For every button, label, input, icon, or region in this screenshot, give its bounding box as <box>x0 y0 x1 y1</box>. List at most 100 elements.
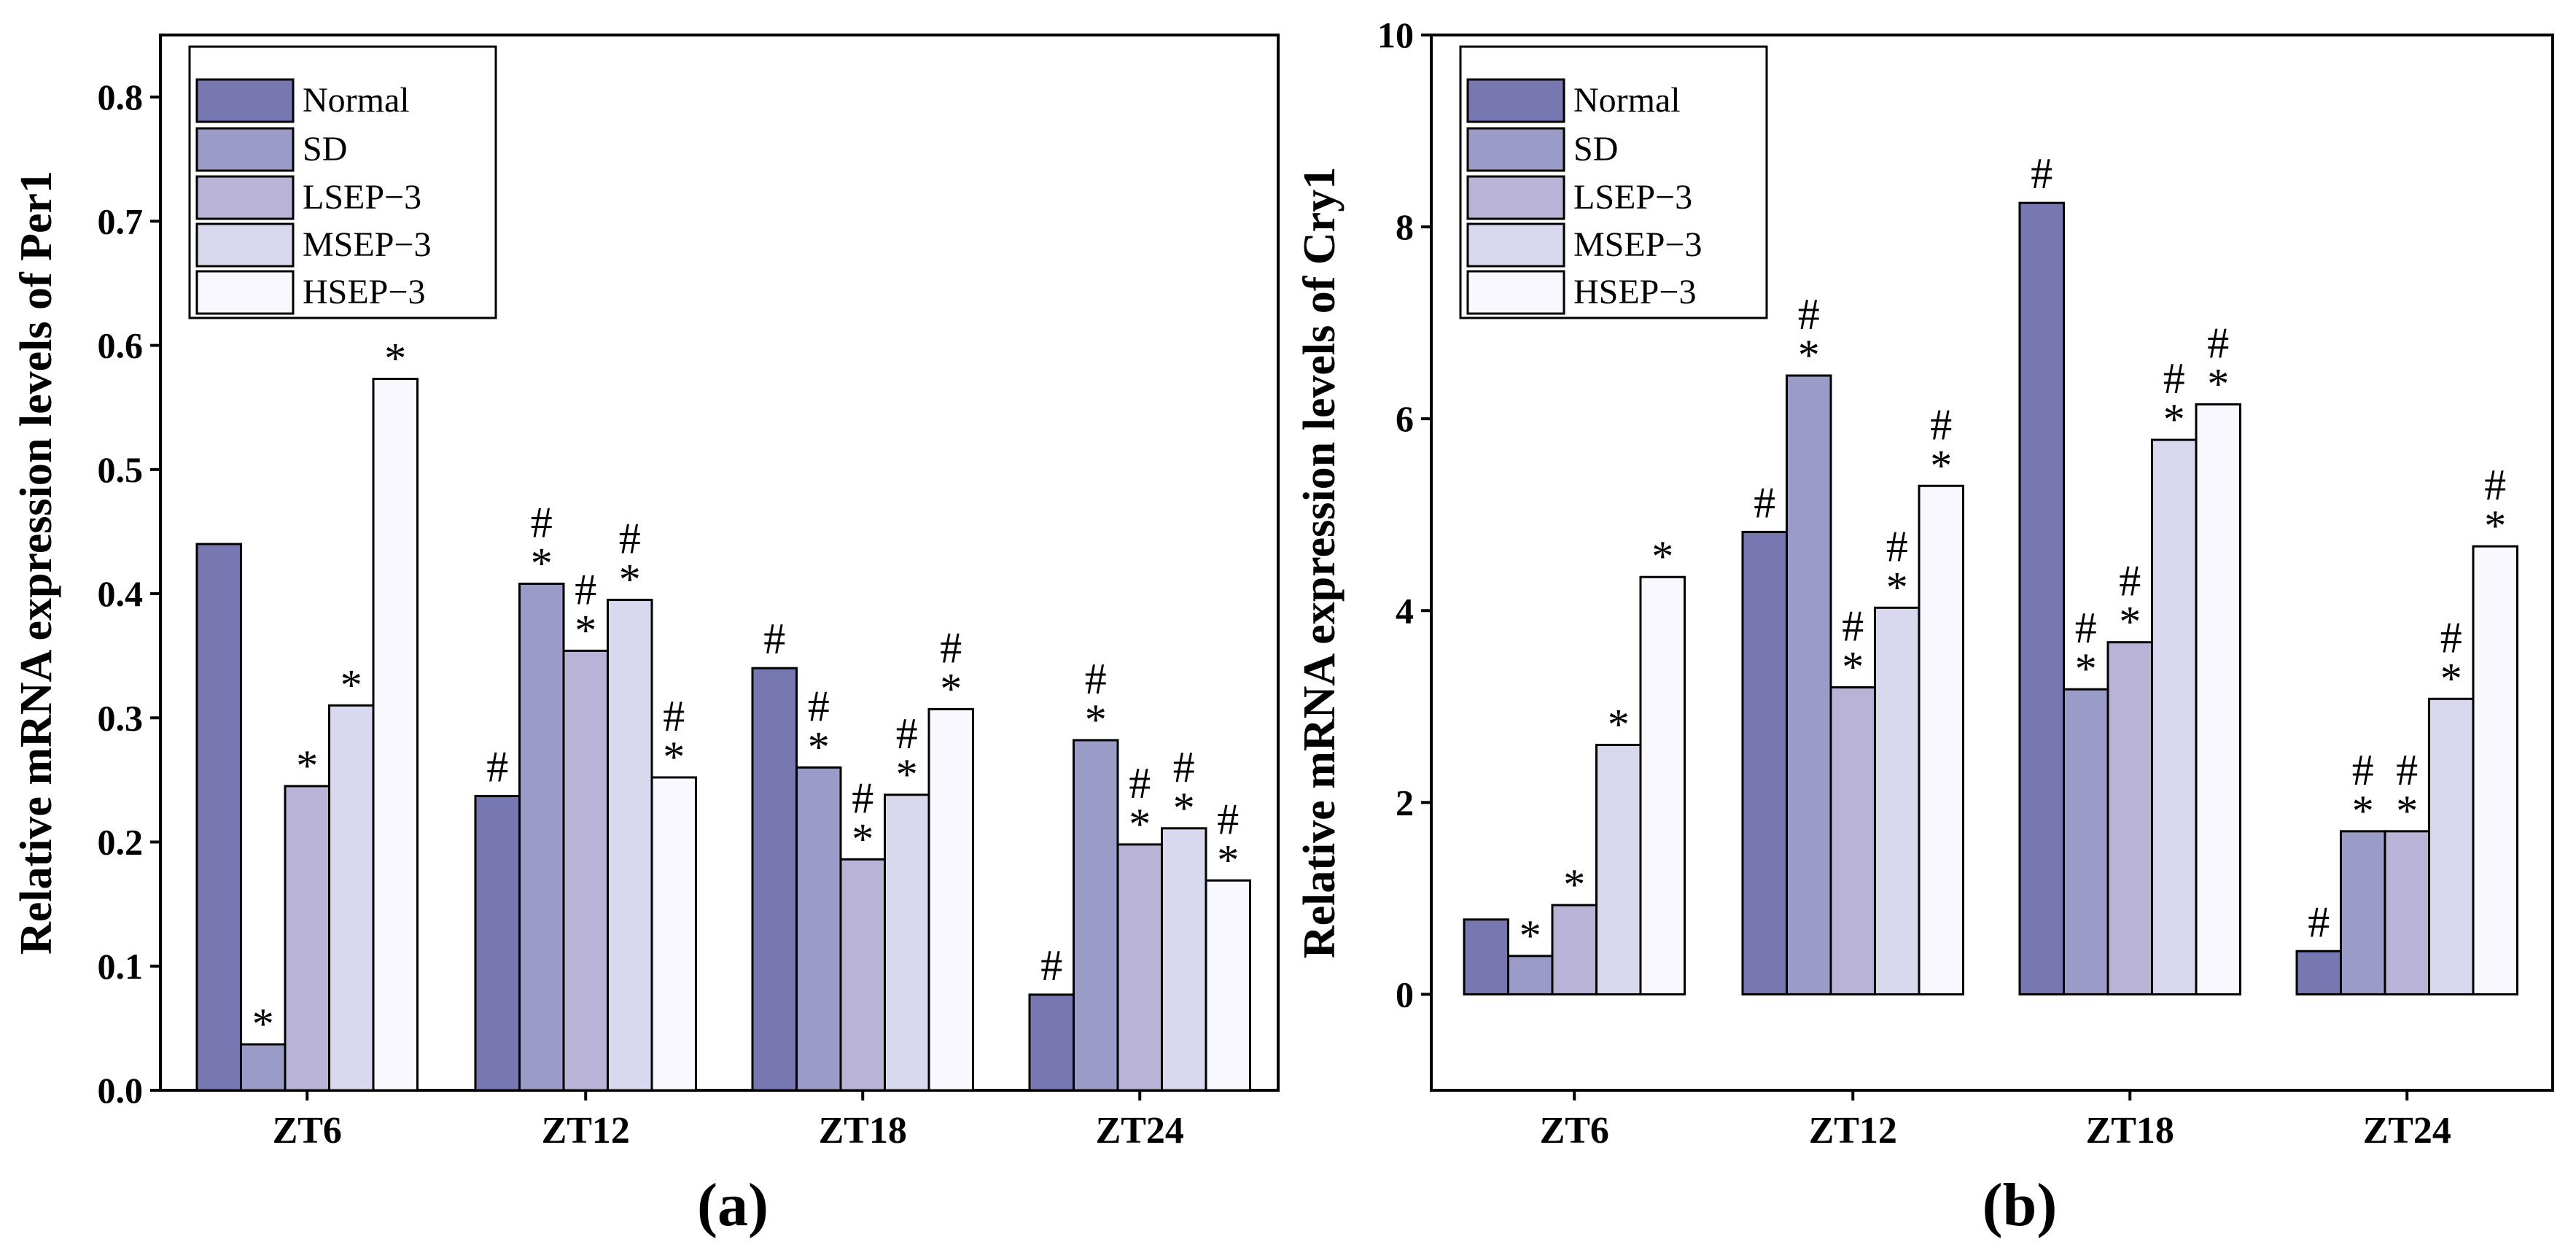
legend-swatch-hsep-3 <box>195 270 295 315</box>
bar-sd-zt12 <box>1786 374 1832 995</box>
y-tick-label: 0.0 <box>98 1070 144 1111</box>
significance-hash: # <box>1930 400 1952 449</box>
bar-lsep-3-zt18 <box>839 858 886 1092</box>
bar-msep-3-zt6 <box>1595 743 1642 995</box>
significance-hash: # <box>2163 354 2185 403</box>
bar-sd-zt18 <box>795 766 842 1092</box>
x-tick-label: ZT6 <box>1540 1110 1609 1152</box>
significance-star: * <box>808 723 830 771</box>
bar-sd-zt24 <box>1073 739 1119 1092</box>
significance-hash: # <box>2484 461 2506 509</box>
significance-star: * <box>2119 598 2141 646</box>
bar-normal-zt24 <box>1028 993 1075 1092</box>
significance-hash: # <box>2440 613 2462 661</box>
significance-star: * <box>852 815 873 863</box>
y-axis-label: Relative mRNA expression levels of Per1 <box>12 171 61 955</box>
y-axis-label: Relative mRNA expression levels of Cry1 <box>1295 167 1345 958</box>
significance-hash: # <box>1085 655 1107 703</box>
bar-normal-zt18 <box>2018 201 2065 995</box>
bar-lsep-3-zt6 <box>1551 904 1598 995</box>
legend-label-sd: SD <box>303 130 347 168</box>
significance-hash: # <box>486 743 508 791</box>
significance-hash: # <box>1886 522 1908 570</box>
bar-msep-3-zt12 <box>607 599 653 1092</box>
legend-swatch-lsep-3 <box>1466 175 1565 220</box>
significance-hash: # <box>575 565 596 613</box>
significance-hash: # <box>2207 319 2229 367</box>
significance-star: * <box>1651 532 1673 581</box>
y-tick-label: 0 <box>1396 974 1414 1014</box>
significance-star: * <box>2207 360 2229 408</box>
significance-star: * <box>1930 441 1952 489</box>
legend-swatch-hsep-3 <box>1466 270 1565 315</box>
significance-star: * <box>2440 654 2462 702</box>
significance-star: * <box>1129 800 1151 848</box>
bar-lsep-3-zt12 <box>562 649 609 1092</box>
bar-normal-zt18 <box>751 667 798 1092</box>
significance-hash: # <box>663 692 685 740</box>
bar-hsep-3-zt18 <box>927 707 974 1092</box>
significance-hash: # <box>2396 746 2418 794</box>
x-tick-label: ZT24 <box>2363 1110 2451 1152</box>
legend-swatch-normal <box>1466 78 1565 123</box>
bar-msep-3-zt18 <box>2151 438 2198 995</box>
significance-hash: # <box>1217 795 1239 843</box>
significance-hash: # <box>896 710 918 758</box>
significance-hash: # <box>531 498 553 546</box>
bar-sd-zt6 <box>1507 955 1554 995</box>
legend-swatch-msep-3 <box>195 222 295 268</box>
y-tick-label: 0.3 <box>98 697 144 738</box>
significance-star: * <box>252 1000 274 1048</box>
significance-star: * <box>341 661 362 709</box>
significance-hash: # <box>2308 898 2330 946</box>
significance-star: * <box>940 664 962 713</box>
y-tick-label: 4 <box>1396 590 1414 631</box>
y-tick-label: 2 <box>1396 782 1414 823</box>
bar-normal-zt24 <box>2295 950 2342 995</box>
panel-label: (a) <box>697 1171 768 1239</box>
bar-sd-zt24 <box>2340 830 2386 995</box>
y-tick-label: 10 <box>1377 15 1414 55</box>
y-tick-label: 0.6 <box>98 325 144 366</box>
significance-star: * <box>1085 696 1107 744</box>
panel-label: (b) <box>1982 1171 2058 1239</box>
x-tick-label: ZT18 <box>2086 1110 2174 1152</box>
y-tick-label: 0.5 <box>98 449 144 490</box>
legend-label-lsep-3: LSEP−3 <box>303 178 421 217</box>
significance-star: * <box>2163 395 2185 443</box>
legend-swatch-sd <box>1466 127 1565 172</box>
significance-star: * <box>896 750 918 799</box>
significance-hash: # <box>1173 743 1195 791</box>
bar-lsep-3-zt24 <box>2384 830 2430 995</box>
legend-label-msep-3: MSEP−3 <box>303 225 431 264</box>
bar-msep-3-zt24 <box>1161 827 1207 1092</box>
legend-swatch-msep-3 <box>1466 222 1565 268</box>
bar-hsep-3-zt6 <box>372 378 419 1092</box>
bar-normal-zt6 <box>195 543 242 1092</box>
bar-msep-3-zt18 <box>884 793 930 1092</box>
significance-hash: # <box>1754 478 1775 527</box>
significance-star: * <box>1886 563 1908 611</box>
significance-hash: # <box>1798 290 1820 338</box>
y-tick-label: 8 <box>1396 206 1414 247</box>
significance-star: * <box>531 539 553 587</box>
significance-hash: # <box>619 515 641 563</box>
y-tick-label: 0.1 <box>98 946 144 987</box>
legend: Normal SD LSEP−3 MSEP−3 HSEP−3 <box>188 45 497 319</box>
bar-lsep-3-zt6 <box>284 785 330 1092</box>
significance-hash: # <box>1129 759 1151 807</box>
bar-hsep-3-zt24 <box>1205 879 1251 1092</box>
x-tick-label: ZT18 <box>819 1110 907 1152</box>
significance-star: * <box>1563 861 1585 909</box>
legend-label-normal: Normal <box>1573 81 1681 120</box>
legend-label-hsep-3: HSEP−3 <box>303 273 425 311</box>
bar-lsep-3-zt12 <box>1829 686 1876 995</box>
bar-msep-3-zt6 <box>328 704 375 1092</box>
bar-hsep-3-zt6 <box>1639 575 1686 995</box>
significance-hash: # <box>940 624 962 672</box>
bar-hsep-3-zt18 <box>2195 403 2241 995</box>
bar-lsep-3-zt18 <box>2106 641 2153 995</box>
